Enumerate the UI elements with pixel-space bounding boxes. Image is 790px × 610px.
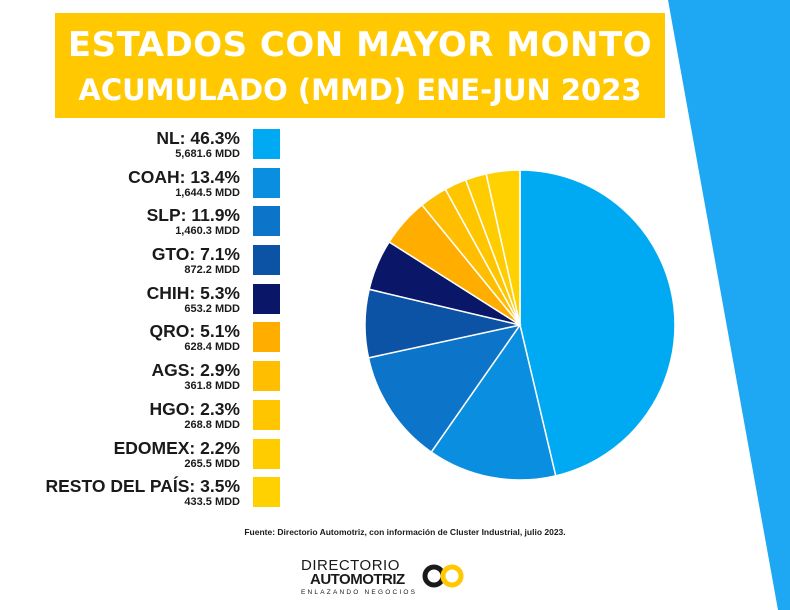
legend-label: EDOMEX: 2.2% (113, 437, 240, 458)
logo-tagline: ENLAZANDO NEGOCIOS (301, 589, 418, 596)
legend-item: HGO: 2.3% 268.8 MDD (40, 399, 285, 438)
legend-value: 1,644.5 MDD (175, 186, 240, 199)
legend-item: GTO: 7.1% 872.2 MDD (40, 244, 285, 283)
logo-text-line-2: AUTOMOTRIZ (310, 571, 405, 588)
legend-label: HGO: 2.3% (149, 398, 240, 419)
legend-label: RESTO DEL PAÍS: 3.5% (45, 476, 241, 497)
title-banner: ESTADOS CON MAYOR MONTO ACUMULADO (MMD) … (55, 13, 665, 118)
legend-item: AGS: 2.9% 361.8 MDD (40, 360, 285, 399)
legend-swatch (253, 245, 280, 276)
legend-item: QRO: 5.1% 628.4 MDD (40, 321, 285, 360)
pie-slice (485, 169, 521, 326)
legend-swatch (253, 399, 280, 430)
legend-item: SLP: 11.9% 1,460.3 MDD (40, 205, 285, 244)
legend-value: 268.8 MDD (184, 418, 240, 431)
legend-label: NL: 46.3% (156, 128, 240, 148)
legend-label: CHIH: 5.3% (146, 282, 240, 303)
legend-item: EDOMEX: 2.2% 265.5 MDD (40, 438, 285, 477)
legend-item: NL: 46.3% 5,681.6 MDD (40, 128, 285, 167)
directorio-automotriz-logo: DIRECTORIO AUTOMOTRIZ ENLAZANDO NEGOCIOS (298, 555, 478, 600)
legend-value: 361.8 MDD (184, 380, 240, 393)
chart-title-line-2: ACUMULADO (MMD) ENE-JUN 2023 (78, 73, 642, 107)
legend-swatch (253, 283, 280, 314)
legend-item: RESTO DEL PAÍS: 3.5% 433.5 MDD (40, 476, 285, 515)
pie-chart (364, 169, 676, 481)
pie-slice (367, 323, 522, 454)
legend-swatch (253, 167, 280, 198)
logo-text-line-1: DIRECTORIO (301, 557, 400, 574)
chart-legend: NL: 46.3% 5,681.6 MDD COAH: 13.4% 1,644.5 M… (40, 128, 285, 515)
chart-title-line-1: ESTADOS CON MAYOR MONTO (67, 25, 653, 65)
legend-value: 628.4 MDD (184, 341, 240, 354)
legend-swatch (253, 206, 280, 237)
legend-swatch (253, 477, 280, 508)
legend-value: 872.2 MDD (184, 264, 240, 277)
legend-value: 433.5 MDD (184, 496, 240, 509)
legend-label: SLP: 11.9% (146, 205, 240, 226)
legend-item: COAH: 13.4% 1,644.5 MDD (40, 167, 285, 206)
legend-value: 1,460.3 MDD (175, 225, 240, 238)
legend-label: COAH: 13.4% (128, 166, 240, 187)
pie-slice (519, 169, 676, 477)
source-note: Fuente: Directorio Automotriz, con infor… (244, 527, 566, 537)
legend-label: QRO: 5.1% (149, 321, 240, 342)
legend-value: 265.5 MDD (184, 457, 240, 470)
legend-label: GTO: 7.1% (151, 244, 240, 265)
legend-item: CHIH: 5.3% 653.2 MDD (40, 283, 285, 322)
logo-rings-icon (422, 564, 464, 588)
legend-swatch (253, 129, 280, 159)
pie-slice (430, 323, 557, 481)
legend-value: 5,681.6 MDD (175, 148, 240, 160)
legend-label: AGS: 2.9% (151, 360, 241, 381)
legend-swatch (253, 438, 280, 469)
legend-swatch (253, 322, 280, 353)
legend-value: 653.2 MDD (184, 302, 240, 315)
legend-swatch (253, 361, 280, 392)
